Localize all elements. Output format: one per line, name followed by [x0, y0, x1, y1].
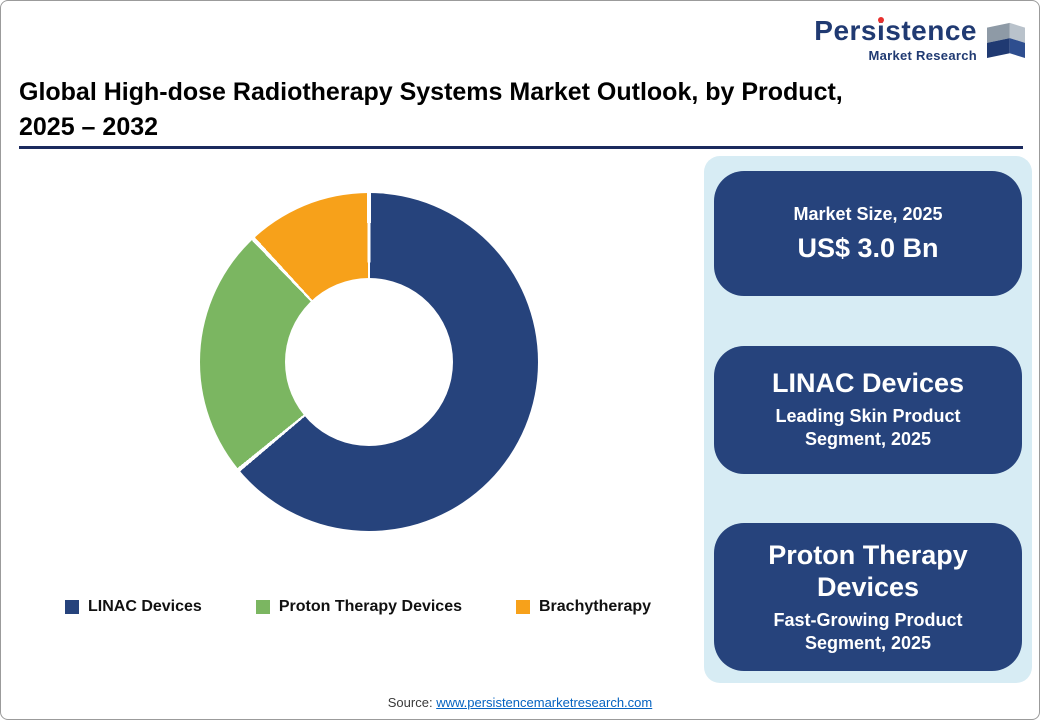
logo-flag-icon [987, 22, 1025, 59]
highlight-card-market-size: Market Size, 2025 US$ 3.0 Bn [714, 171, 1022, 296]
card-subtitle: Leading Skin Product Segment, 2025 [775, 405, 961, 450]
legend-swatch-brachytherapy [516, 600, 530, 614]
card-title: Market Size, 2025 [793, 204, 943, 225]
logo-tagline: Market Research [868, 48, 977, 63]
logo: Persistence Market Research [814, 17, 1027, 63]
page-title: Global High-dose Radiotherapy Systems Ma… [19, 78, 843, 141]
card-subtitle: Fast-Growing Product Segment, 2025 [773, 609, 963, 653]
legend-label-linac: LINAC Devices [88, 598, 202, 615]
logo-brand: Persistence [814, 15, 977, 46]
card-title: LINAC Devices [771, 368, 965, 399]
title-rule [19, 146, 1023, 149]
source-link[interactable]: www.persistencemarketresearch.com [436, 695, 653, 710]
legend-item-brachytherapy: Brachytherapy [516, 598, 651, 616]
legend-item-linac: LINAC Devices [65, 598, 202, 616]
source-label: Source: [387, 695, 433, 710]
card-title: Proton Therapy Devices [768, 539, 968, 603]
legend-label-proton: Proton Therapy Devices [278, 598, 462, 615]
highlight-panel: Market Size, 2025 US$ 3.0 Bn LINAC Devic… [704, 156, 1032, 683]
legend-swatch-linac [65, 600, 79, 614]
logo-text: Persistence Market Research [814, 15, 977, 64]
legend-swatch-proton [255, 600, 270, 614]
card-value: US$ 3.0 Bn [797, 232, 939, 263]
source-line: Source: www.persistencemarketresearch.co… [1, 695, 1039, 710]
legend-label-brachytherapy: Brachytherapy [539, 598, 652, 615]
logo-i-dot-accent: i [877, 15, 886, 46]
highlight-card-linac: LINAC Devices Leading Skin Product Segme… [714, 345, 1022, 474]
donut-chart [200, 193, 538, 531]
highlight-card-proton: Proton Therapy Devices Fast-Growing Prod… [714, 523, 1022, 671]
chart-legend: LINAC Devices Proton Therapy Devices Bra… [65, 598, 651, 616]
legend-item-proton: Proton Therapy Devices [255, 598, 462, 616]
